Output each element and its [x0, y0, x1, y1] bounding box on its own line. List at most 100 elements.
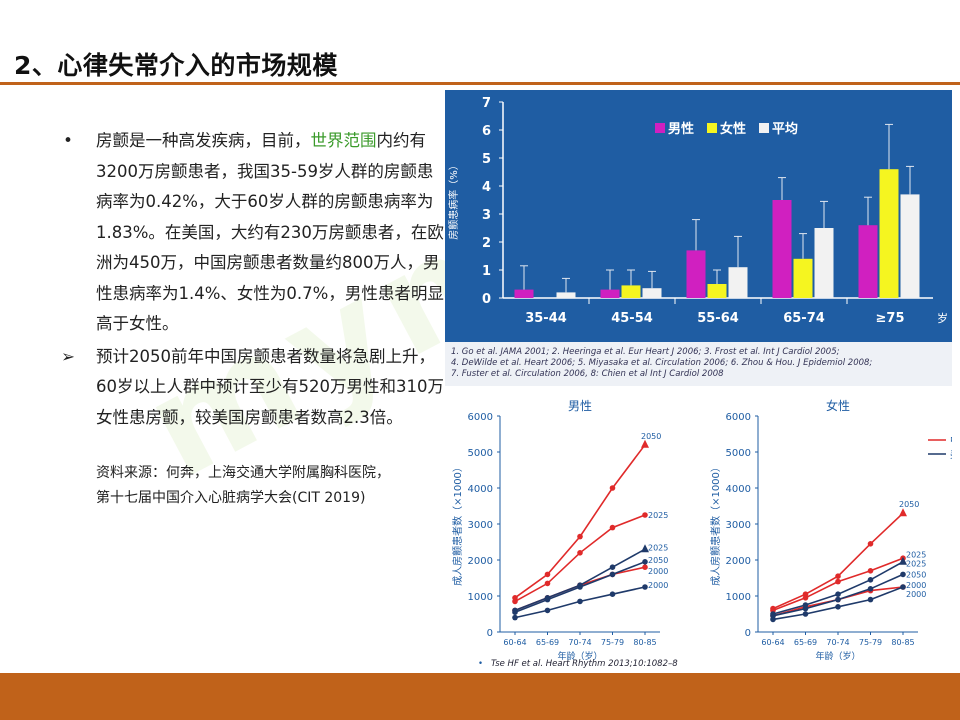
bar-y-tick-label: 0	[482, 292, 491, 307]
line-y-tick-label: 2000	[726, 556, 751, 567]
line-point-triangle	[641, 544, 649, 553]
line-y-tick-label: 0	[487, 628, 493, 639]
line-point	[609, 524, 616, 531]
bullet-text-pre: 房颤是一种高发疾病，目前，	[96, 131, 311, 150]
bar-y-tick-label: 1	[482, 264, 491, 279]
line-point	[609, 571, 616, 578]
source-line-2: 第十七届中国介入心脏病学大会(CIT 2019)	[96, 490, 366, 506]
line-end-label: 2000	[648, 581, 668, 590]
line-y-tick-label: 2000	[468, 556, 493, 567]
line-end-label: 2000	[906, 590, 926, 599]
bar-y-tick-label: 6	[482, 124, 491, 139]
citation-bullet-icon: •	[478, 659, 484, 669]
line-point	[609, 485, 616, 491]
bar-男性	[686, 250, 706, 298]
line-point	[609, 564, 616, 570]
line-point	[867, 596, 874, 603]
line-point	[512, 598, 518, 605]
line-end-label: 2025	[906, 560, 926, 569]
line-y-tick-label: 5000	[726, 448, 751, 459]
line-end-label: 2025	[906, 551, 926, 560]
line-x-tick-label: 70-74	[568, 638, 591, 647]
line-point	[544, 607, 551, 614]
bar-x-tick-label: 65-74	[783, 311, 825, 326]
line-series-中国-2050	[514, 444, 646, 599]
line-end-label: 2025	[648, 543, 668, 552]
line-end-label: 2050	[906, 570, 926, 579]
line-end-label: 2000	[906, 581, 926, 590]
line-point	[900, 571, 906, 578]
bar-x-tick-label: 55-64	[697, 311, 739, 326]
bar-x-tick-label: 45-54	[611, 311, 653, 326]
line-y-tick-label: 6000	[468, 412, 493, 423]
line-point	[544, 580, 551, 587]
reference-line: 1. Go et al. JAMA 2001; 2. Heeringa et a…	[451, 347, 840, 357]
bullet-text: 预计2050前年中国房颤患者数量将急剧上升，60岁以上人群中预计至少有520万男…	[96, 346, 444, 427]
line-point	[867, 586, 874, 592]
line-point	[544, 596, 551, 603]
line-end-label: 2050	[899, 500, 919, 509]
line-end-label: 2025	[648, 511, 668, 520]
bar-平均	[728, 267, 748, 298]
bullet-text-post: 内约有3200万房颤患者，我国35-59岁人群的房颤患病率为0.42%，大于60…	[96, 131, 444, 333]
bar-chart-base	[445, 330, 952, 342]
line-y-axis-title: 成人房颤患者数（×1000）	[451, 462, 464, 586]
line-chart-title: 女性	[826, 398, 850, 413]
line-point	[512, 614, 518, 621]
line-point	[577, 584, 583, 590]
bar-平均	[556, 292, 576, 298]
line-point-triangle	[899, 508, 907, 517]
line-end-label: 2050	[648, 556, 668, 565]
line-charts-svg: 男性 0 1000 2000 3000 4000 5000 6000 成人房颤患者数（×1000…	[451, 398, 960, 662]
legend-swatch-女性	[707, 123, 717, 133]
bar-x-tick-label: ≥75	[876, 311, 905, 326]
text-content: • 房颤是一种高发疾病，目前，世界范围内约有3200万房颤患者，我国35-59岁…	[58, 126, 448, 511]
line-y-tick-label: 1000	[468, 592, 493, 603]
prevalence-bar-chart: 0 1 2 3 4 5 6 7 房颤患病率（%） 35-44 45-54 55-64 65-74 ≥75 岁…	[445, 90, 952, 330]
line-end-label: 2000	[648, 567, 668, 576]
line-point	[577, 550, 583, 556]
bar-女性	[793, 258, 813, 298]
bar-女性	[707, 284, 727, 298]
line-point	[544, 571, 551, 578]
line-point	[900, 584, 906, 590]
references-box: 1. Go et al. JAMA 2001; 2. Heeringa et a…	[445, 342, 952, 386]
bar-平均	[814, 228, 834, 298]
line-point	[802, 611, 809, 617]
bar-y-tick-label: 5	[482, 152, 491, 167]
line-y-tick-label: 4000	[468, 484, 493, 495]
bar-y-tick-label: 4	[482, 180, 491, 195]
line-y-tick-label: 3000	[726, 520, 751, 531]
title-divider	[0, 82, 960, 85]
line-point	[642, 564, 648, 570]
legend-label-china: 中国	[950, 434, 952, 447]
bar-y-tick-label: 3	[482, 208, 491, 223]
line-point-triangle	[899, 556, 907, 565]
line-point	[802, 595, 809, 601]
slide-title: 2、心律失常介入的市场规模	[14, 51, 338, 80]
bar-chart-svg: 0 1 2 3 4 5 6 7 房颤患病率（%） 35-44 45-54 55-64 65-74 ≥75 岁…	[447, 96, 948, 326]
bar-y-tick-label: 7	[482, 96, 491, 111]
line-point	[802, 605, 809, 612]
line-point	[835, 573, 841, 579]
legend-label-女性: 女性	[720, 121, 746, 137]
line-y-tick-label: 0	[745, 628, 751, 639]
bullet-item-1: • 房颤是一种高发疾病，目前，世界范围内约有3200万房颤患者，我国35-59岁…	[58, 126, 448, 340]
line-point	[609, 591, 616, 597]
bar-平均	[642, 288, 662, 298]
line-x-axis-title: 年龄（岁）	[815, 650, 860, 662]
bar-女性	[621, 285, 641, 298]
line-point	[835, 596, 841, 603]
bullet-item-2: ➢ 预计2050前年中国房颤患者数量将急剧上升，60岁以上人群中预计至少有520…	[58, 342, 448, 434]
legend-label-平均: 平均	[772, 121, 798, 137]
bar-男性	[772, 200, 792, 298]
line-point	[577, 533, 583, 540]
bar-y-axis-title: 房颤患病率（%）	[447, 160, 460, 240]
line-x-tick-label: 75-79	[859, 638, 882, 647]
line-point-triangle	[641, 439, 649, 448]
bullet-arrow-icon: ➢	[61, 346, 75, 366]
line-point	[835, 578, 841, 585]
bullet-dot-icon: •	[63, 131, 73, 150]
projection-line-charts: 男性 0 1000 2000 3000 4000 5000 6000 成人房颤患者数（×1000…	[445, 392, 960, 672]
line-point	[770, 616, 776, 623]
